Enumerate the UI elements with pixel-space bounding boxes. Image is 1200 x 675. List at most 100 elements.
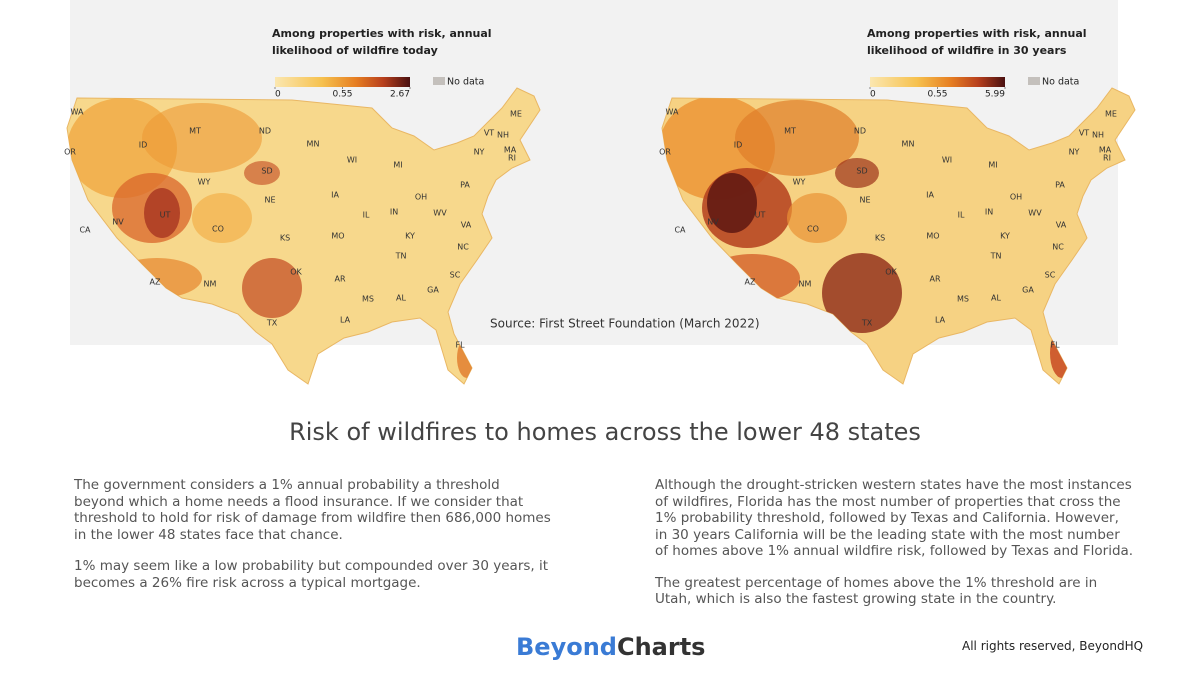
state-label: GA [1022,286,1034,295]
no-data-swatch [1028,77,1040,85]
right-column: Although the drought-stricken western st… [655,477,1135,623]
state-label: AZ [745,278,756,287]
state-label: SC [1045,271,1056,280]
state-label: KY [405,232,415,241]
state-label: RI [1103,154,1111,163]
state-label: ME [510,110,522,119]
state-label: NV [707,218,719,227]
state-label: RI [508,154,516,163]
rights: All rights reserved, BeyondHQ [962,639,1144,653]
no-data-label: No data [1042,77,1079,88]
headline: Risk of wildfires to homes across the lo… [289,418,921,446]
state-label: OR [659,148,671,157]
state-label: ND [259,127,271,136]
state-label: NH [1092,131,1104,140]
state-label: LA [935,316,946,325]
state-label: LA [340,316,351,325]
map-30-years: WA OR CA NV ID MT WY UT AZ CO NM ND SD NE KS OK TX MN IA MO… [659,87,1136,385]
state-label: PA [1055,181,1065,190]
state-label: OH [415,193,427,202]
state-label: AR [929,275,940,284]
state-label: NM [204,280,217,289]
source-note: Source: First Street Foundation (March 2… [490,317,760,331]
state-label: ID [139,141,148,150]
state-label: WV [1028,209,1042,218]
state-label: AL [396,294,406,303]
scale-tick-label: 2.67 [390,90,410,100]
state-label: PA [460,181,470,190]
state-label: NE [859,196,870,205]
state-label: WY [793,178,806,187]
no-data-label: No data [447,77,484,88]
state-label: KS [280,234,290,243]
state-label: MI [393,161,402,170]
state-label: AL [991,294,1001,303]
state-label: NH [497,131,509,140]
state-label: ME [1105,110,1117,119]
state-label: KY [1000,232,1010,241]
scale-tick-label: 0 [870,90,876,100]
color-scale [870,77,1005,87]
state-label: WI [942,156,952,165]
state-label: OK [885,268,897,277]
state-label: CO [212,225,224,234]
state-label: NY [1069,148,1080,157]
state-label: MT [784,127,796,136]
state-label: IN [390,208,398,217]
paragraph: The government considers a 1% annual pro… [74,477,551,543]
state-label: TN [395,252,407,261]
left-column: The government considers a 1% annual pro… [74,477,554,606]
scale-tick-label: 0 [275,90,281,100]
state-label: NV [112,218,124,227]
state-label: WY [198,178,211,187]
map-title: Among properties with risk, annual [867,27,1087,40]
paragraph: Although the drought-stricken western st… [655,477,1134,559]
state-label: NE [264,196,275,205]
state-label: IN [985,208,993,217]
state-label: SC [450,271,461,280]
state-label: SD [261,167,272,176]
state-label: VT [484,129,494,138]
state-label: MA [504,146,517,155]
state-label: ID [734,141,743,150]
state-label: MI [988,161,997,170]
scale-tick-label: 0.55 [332,90,352,100]
scale-tick-label: 5.99 [985,90,1005,100]
state-label: CA [674,226,686,235]
state-label: VA [461,221,472,230]
state-label: MO [331,232,344,241]
state-label: CO [807,225,819,234]
state-label: ND [854,127,866,136]
state-label: MN [307,140,320,149]
no-data-swatch [433,77,445,85]
map-title: likelihood of wildfire in 30 years [867,44,1067,57]
state-label: OR [64,148,76,157]
state-label: MO [926,232,939,241]
state-label: TN [990,252,1002,261]
state-label: KS [875,234,885,243]
state-label: GA [427,286,439,295]
state-label: SD [856,167,867,176]
state-label: VT [1079,129,1089,138]
state-label: FL [455,341,465,350]
maps-area: WA OR CA NV ID MT WY UT AZ CO NM ND SD NE KS OK TX MN IA MO… [64,0,1136,385]
color-scale [275,77,410,87]
state-label: IL [363,211,370,220]
state-label: UT [755,211,766,220]
state-label: OK [290,268,302,277]
state-label: IA [331,191,339,200]
state-label: MS [957,295,969,304]
state-label: WI [347,156,357,165]
state-label: NM [799,280,812,289]
paragraph: The greatest percentage of homes above t… [655,574,1098,608]
state-label: CA [79,226,91,235]
state-label: NY [474,148,485,157]
state-label: WA [71,108,84,117]
state-label: AR [334,275,345,284]
state-label: WV [433,209,447,218]
state-label: NC [457,243,469,252]
scale-tick-label: 0.55 [927,90,947,100]
state-label: NC [1052,243,1064,252]
brand-second: Charts [616,633,706,661]
